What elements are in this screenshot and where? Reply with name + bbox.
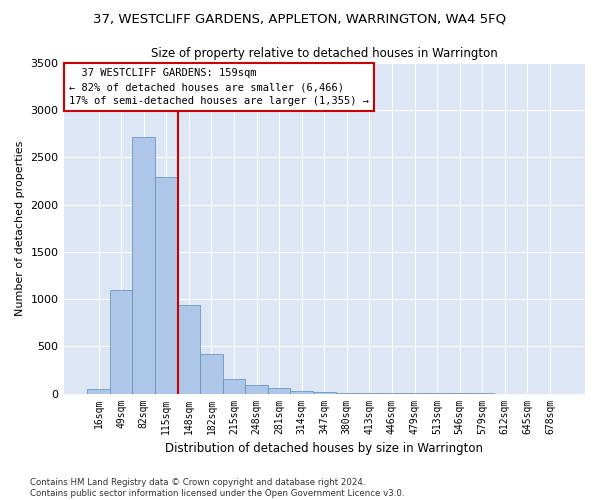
Bar: [110, 290, 133, 394]
Bar: [223, 379, 245, 394]
Bar: [155, 178, 178, 394]
Text: 37 WESTCLIFF GARDENS: 159sqm
← 82% of detached houses are smaller (6,466)
17% of: 37 WESTCLIFF GARDENS: 159sqm ← 82% of de…: [69, 68, 369, 106]
Title: Size of property relative to detached houses in Warrington: Size of property relative to detached ho…: [151, 48, 497, 60]
Text: 37, WESTCLIFF GARDENS, APPLETON, WARRINGTON, WA4 5FQ: 37, WESTCLIFF GARDENS, APPLETON, WARRING…: [94, 12, 506, 26]
Y-axis label: Number of detached properties: Number of detached properties: [15, 140, 25, 316]
Bar: [313, 392, 335, 394]
Bar: [268, 388, 290, 394]
Text: Contains HM Land Registry data © Crown copyright and database right 2024.
Contai: Contains HM Land Registry data © Crown c…: [30, 478, 404, 498]
Bar: [335, 393, 358, 394]
Bar: [245, 385, 268, 394]
Bar: [290, 390, 313, 394]
Bar: [200, 354, 223, 394]
X-axis label: Distribution of detached houses by size in Warrington: Distribution of detached houses by size …: [165, 442, 483, 455]
Bar: [87, 389, 110, 394]
Bar: [133, 136, 155, 394]
Bar: [178, 305, 200, 394]
